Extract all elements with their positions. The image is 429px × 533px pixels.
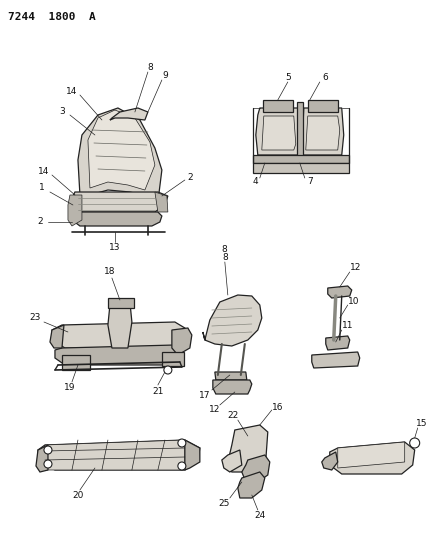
Text: 16: 16 xyxy=(272,402,284,411)
Text: 2: 2 xyxy=(187,173,193,182)
Polygon shape xyxy=(238,472,265,498)
Text: 5: 5 xyxy=(285,74,291,83)
Polygon shape xyxy=(55,345,182,365)
Text: 4: 4 xyxy=(253,177,259,187)
Polygon shape xyxy=(262,116,296,150)
Bar xyxy=(162,352,184,366)
Circle shape xyxy=(164,366,172,374)
Bar xyxy=(253,163,349,173)
Polygon shape xyxy=(306,116,340,150)
Polygon shape xyxy=(326,336,350,350)
Bar xyxy=(263,100,293,112)
Text: 19: 19 xyxy=(64,384,76,392)
Text: 17: 17 xyxy=(199,391,211,400)
Text: 10: 10 xyxy=(348,296,360,305)
Text: 14: 14 xyxy=(66,87,78,96)
Text: 24: 24 xyxy=(254,512,266,521)
Text: 14: 14 xyxy=(38,167,50,176)
Text: 6: 6 xyxy=(322,74,328,83)
Polygon shape xyxy=(222,450,242,472)
Polygon shape xyxy=(328,286,352,298)
Polygon shape xyxy=(330,442,415,474)
Polygon shape xyxy=(256,108,300,155)
Bar xyxy=(62,355,90,370)
Text: 21: 21 xyxy=(152,387,163,397)
Polygon shape xyxy=(108,298,134,308)
Polygon shape xyxy=(338,442,405,468)
Text: 12: 12 xyxy=(350,263,361,272)
Polygon shape xyxy=(172,328,192,355)
Bar xyxy=(253,155,349,163)
Circle shape xyxy=(178,462,186,470)
Text: 18: 18 xyxy=(104,268,116,277)
Polygon shape xyxy=(185,440,200,470)
Polygon shape xyxy=(70,192,168,212)
Polygon shape xyxy=(228,425,268,472)
Text: 25: 25 xyxy=(218,499,230,508)
Polygon shape xyxy=(88,110,155,190)
Circle shape xyxy=(44,446,52,454)
Polygon shape xyxy=(110,108,148,120)
Polygon shape xyxy=(242,455,270,482)
Polygon shape xyxy=(203,295,262,346)
Polygon shape xyxy=(78,108,162,202)
Text: 9: 9 xyxy=(162,71,168,80)
Polygon shape xyxy=(68,195,82,226)
Text: 23: 23 xyxy=(29,313,41,322)
Text: 8: 8 xyxy=(222,253,228,262)
Circle shape xyxy=(178,439,186,447)
Text: 11: 11 xyxy=(342,321,353,330)
Circle shape xyxy=(44,460,52,468)
Polygon shape xyxy=(50,325,64,348)
Text: 3: 3 xyxy=(59,108,65,117)
Polygon shape xyxy=(108,302,132,348)
Polygon shape xyxy=(45,440,185,470)
Polygon shape xyxy=(155,192,168,212)
Polygon shape xyxy=(36,445,48,472)
Polygon shape xyxy=(72,212,162,226)
Text: 7244  1800  A: 7244 1800 A xyxy=(8,12,96,22)
Text: 1: 1 xyxy=(39,183,45,192)
Text: 8: 8 xyxy=(221,246,227,254)
Polygon shape xyxy=(322,452,338,470)
Polygon shape xyxy=(302,108,344,155)
Polygon shape xyxy=(213,380,252,394)
Bar xyxy=(297,102,303,157)
Text: 13: 13 xyxy=(109,244,121,253)
Polygon shape xyxy=(215,372,247,380)
Polygon shape xyxy=(38,440,200,470)
Bar xyxy=(308,100,338,112)
Text: 8: 8 xyxy=(147,63,153,72)
Text: 15: 15 xyxy=(416,419,427,429)
Polygon shape xyxy=(312,352,360,368)
Polygon shape xyxy=(52,322,185,348)
Text: 7: 7 xyxy=(307,177,313,187)
Text: 12: 12 xyxy=(209,406,221,415)
Text: 22: 22 xyxy=(227,411,239,421)
Text: 20: 20 xyxy=(72,491,84,500)
Circle shape xyxy=(410,438,420,448)
Text: 2: 2 xyxy=(37,217,43,227)
